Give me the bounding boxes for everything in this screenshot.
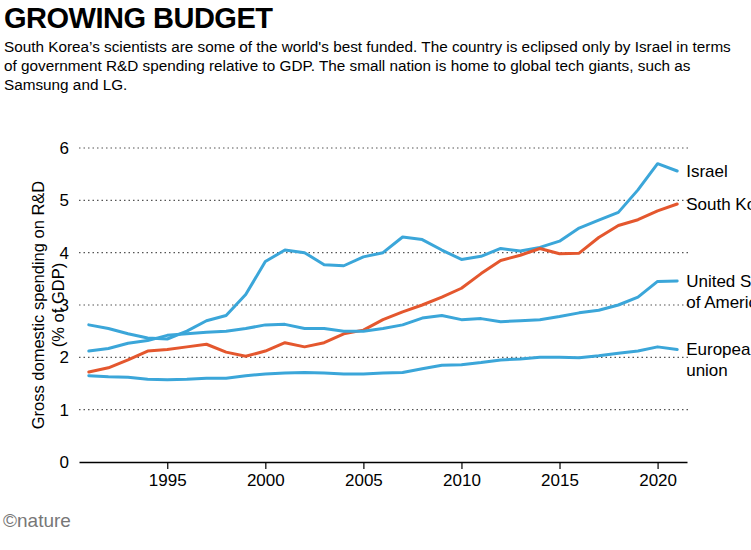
y-tick: 4 xyxy=(60,244,79,263)
x-tick: 2015 xyxy=(541,462,579,490)
subtitle: South Korea’s scientists are some of the… xyxy=(4,37,746,94)
y-axis-title-line: (% of GDP) xyxy=(49,263,67,347)
y-axis-title: Gross domestic spending on R&D(% of GDP) xyxy=(29,181,67,430)
y-tick: 6 xyxy=(60,139,79,158)
plot-area xyxy=(89,164,677,380)
y-axis-title-line: Gross domestic spending on R&D xyxy=(29,181,47,430)
title: GROWING BUDGET xyxy=(4,2,273,35)
series-line xyxy=(89,347,677,380)
y-tick-label: 0 xyxy=(60,453,69,472)
x-tick: 2005 xyxy=(345,462,383,490)
grid-line xyxy=(79,200,691,201)
y-axis-line xyxy=(79,149,80,463)
series-label: Israel xyxy=(686,162,728,181)
x-tick-mark xyxy=(167,462,168,469)
x-tick-mark xyxy=(265,462,266,469)
grid xyxy=(79,148,691,410)
x-tick: 2020 xyxy=(639,462,677,490)
y-tick: 0 xyxy=(60,453,79,472)
grid-line xyxy=(79,147,691,148)
x-tick: 2010 xyxy=(443,462,481,490)
y-tick: 5 xyxy=(60,191,79,210)
y-tick-label: 2 xyxy=(60,348,69,367)
chart: 0123456199520002005201020152020Gross dom… xyxy=(0,0,751,550)
grid-line xyxy=(79,409,691,410)
x-tick-label: 2005 xyxy=(345,471,383,490)
y-tick: 2 xyxy=(60,348,79,367)
series-label: United Statesof America xyxy=(686,272,751,312)
x-tick-mark xyxy=(363,462,364,469)
x-tick-mark xyxy=(559,462,560,469)
x-tick: 2000 xyxy=(247,462,285,490)
y-tick-label: 4 xyxy=(60,244,69,263)
x-tick-mark xyxy=(657,462,658,469)
x-tick: 1995 xyxy=(149,462,187,490)
grid-line xyxy=(79,304,691,305)
series-label: Europeanunion xyxy=(686,340,751,380)
y-tick: 1 xyxy=(60,401,79,420)
x-axis-line xyxy=(80,462,688,464)
source: ©nature xyxy=(3,510,71,531)
x-tick-label: 2020 xyxy=(639,471,677,490)
x-tick-label: 2010 xyxy=(443,471,481,490)
y-tick-label: 5 xyxy=(60,191,69,210)
series-line xyxy=(89,204,677,372)
x-tick-label: 1995 xyxy=(149,471,187,490)
x-tick-label: 2000 xyxy=(247,471,285,490)
x-tick-mark xyxy=(461,462,462,469)
series-line xyxy=(89,281,677,351)
x-tick-label: 2015 xyxy=(541,471,579,490)
y-tick-label: 1 xyxy=(60,401,69,420)
y-tick-label: 6 xyxy=(60,139,69,158)
series-label: South Korea xyxy=(686,195,751,214)
x-axis: 1995 2000 2005 2010 2015 2020 xyxy=(80,462,688,490)
